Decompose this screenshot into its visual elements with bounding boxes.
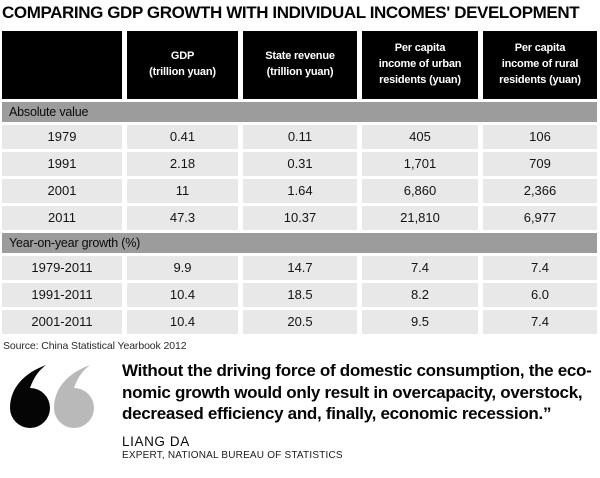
row-label-cell: 1979	[2, 125, 122, 149]
value-cell: 106	[483, 125, 597, 149]
value-cell: 47.3	[127, 206, 238, 230]
quote-text-line: decreased efficiency and, finally, econo…	[122, 404, 552, 423]
col-header-blank	[2, 31, 122, 99]
value-cell: 8.2	[362, 283, 478, 307]
value-cell: 0.41	[127, 125, 238, 149]
row-label-cell: 1979-2011	[2, 256, 122, 280]
table-row: 1991-2011 10.4 18.5 8.2 6.0	[2, 283, 597, 307]
value-cell: 2.18	[127, 152, 238, 176]
section-band-yoy-growth: Year-on-year growth (%)	[2, 233, 597, 253]
table-row: 1979 0.41 0.11 405 106	[2, 125, 597, 149]
col-header-state-revenue: State revenue (trillion yuan)	[243, 31, 357, 99]
value-cell: 10.4	[127, 283, 238, 307]
value-cell: 6.0	[483, 283, 597, 307]
value-cell: 2,366	[483, 179, 597, 203]
value-cell: 6,860	[362, 179, 478, 203]
quote-body: Without the driving force of domestic co…	[122, 360, 600, 461]
section-band-absolute-value: Absolute value	[2, 102, 597, 122]
value-cell: 1,701	[362, 152, 478, 176]
row-label-cell: 2011	[2, 206, 122, 230]
pull-quote: Without the driving force of domestic co…	[0, 360, 600, 461]
value-cell: 709	[483, 152, 597, 176]
table-row: 2001 11 1.64 6,860 2,366	[2, 179, 597, 203]
value-cell: 10.4	[127, 310, 238, 334]
value-cell: 7.4	[362, 256, 478, 280]
table-row: 1991 2.18 0.31 1,701 709	[2, 152, 597, 176]
value-cell: 11	[127, 179, 238, 203]
value-cell: 1.64	[243, 179, 357, 203]
row-label-cell: 1991	[2, 152, 122, 176]
value-cell: 7.4	[483, 310, 597, 334]
quote-text-line: nomic growth would only result in overca…	[122, 382, 583, 402]
row-label-cell: 2001	[2, 179, 122, 203]
table-row: 2001-2011 10.4 20.5 9.5 7.4	[2, 310, 597, 334]
value-cell: 6,977	[483, 206, 597, 230]
table-row: 2011 47.3 10.37 21,810 6,977	[2, 206, 597, 230]
value-cell: 0.11	[243, 125, 357, 149]
value-cell: 9.5	[362, 310, 478, 334]
value-cell: 18.5	[243, 283, 357, 307]
col-header-gdp: GDP (trillion yuan)	[127, 31, 238, 99]
value-cell: 21,810	[362, 206, 478, 230]
value-cell: 9.9	[127, 256, 238, 280]
value-cell: 14.7	[243, 256, 357, 280]
row-label-cell: 2001-2011	[2, 310, 122, 334]
col-header-rural-income: Per capita income of rural residents (yu…	[483, 31, 597, 99]
quote-author-title: EXPERT, NATIONAL BUREAU OF STATISTICS	[122, 449, 343, 461]
source-note: Source: China Statistical Yearbook 2012	[3, 340, 187, 352]
quote-text-line: Without the driving force of domestic co…	[122, 361, 592, 380]
value-cell: 20.5	[243, 310, 357, 334]
value-cell: 405	[362, 125, 478, 149]
row-label-cell: 1991-2011	[2, 283, 122, 307]
infographic-title: COMPARING GDP GROWTH WITH INDIVIDUAL INC…	[2, 3, 580, 22]
col-header-urban-income: Per capita income of urban residents (yu…	[362, 31, 478, 99]
value-cell: 7.4	[483, 256, 597, 280]
quote-mark-icon	[0, 360, 122, 461]
comparison-table: GDP (trillion yuan) State revenue (trill…	[2, 31, 597, 337]
table-row: 1979-2011 9.9 14.7 7.4 7.4	[2, 256, 597, 280]
value-cell: 10.37	[243, 206, 357, 230]
table-header-row: GDP (trillion yuan) State revenue (trill…	[2, 31, 597, 99]
value-cell: 0.31	[243, 152, 357, 176]
quote-author: LIANG DA	[122, 433, 190, 449]
